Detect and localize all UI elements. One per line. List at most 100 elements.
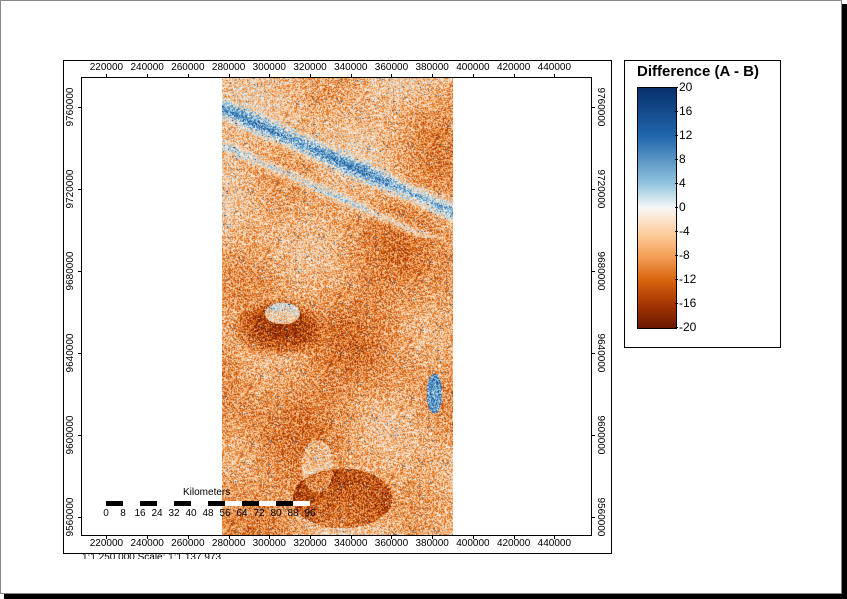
x-tick-label-top: 360000 <box>374 62 409 73</box>
difference-raster[interactable] <box>222 78 453 535</box>
x-tick-mark <box>147 535 149 539</box>
y-tick-label-right: 9560000 <box>595 497 606 537</box>
legend-tick <box>675 231 678 232</box>
x-tick-mark <box>391 535 393 539</box>
y-tick-label-right: 9640000 <box>595 333 606 373</box>
legend-tick <box>675 135 678 136</box>
x-tick-label-top: 260000 <box>171 62 205 73</box>
x-tick-label-top: 400000 <box>456 62 490 73</box>
x-tick-mark <box>472 535 474 539</box>
x-tick-mark <box>554 74 556 78</box>
legend-tick <box>675 279 678 280</box>
y-tick-mark <box>591 106 595 108</box>
x-tick-label-bottom: 420000 <box>496 538 531 549</box>
scale-bar-label: 56 <box>219 508 231 519</box>
scale-bar-label: 72 <box>253 508 265 519</box>
x-tick-mark <box>513 74 515 78</box>
y-tick-mark <box>78 352 82 354</box>
scale-bar-label: 64 <box>236 508 248 519</box>
x-tick-label-top: 280000 <box>211 62 246 73</box>
x-tick-mark <box>147 74 149 78</box>
legend-tick <box>675 183 678 184</box>
legend-tick <box>675 207 678 208</box>
legend-label: 0 <box>679 200 686 214</box>
map-data-frame[interactable] <box>81 77 592 536</box>
scale-bar-label: 32 <box>168 508 180 519</box>
scale-bar-segment <box>225 501 242 506</box>
legend-label: -16 <box>679 296 697 310</box>
scale-bar-label: 8 <box>120 508 126 519</box>
legend-label: -4 <box>679 224 690 238</box>
scale-bar-segment <box>293 501 310 506</box>
y-tick-label-right: 9600000 <box>595 415 606 455</box>
x-tick-label-bottom: 320000 <box>293 538 327 549</box>
x-tick-mark <box>554 535 556 539</box>
legend-tick <box>675 111 678 112</box>
x-tick-mark <box>269 535 271 539</box>
y-tick-mark <box>78 516 82 518</box>
x-tick-mark <box>269 74 271 78</box>
y-tick-label-right: 9720000 <box>595 169 606 209</box>
scale-bar-segment <box>157 501 174 506</box>
legend-tick <box>675 303 678 304</box>
x-tick-mark <box>350 74 352 78</box>
x-tick-mark <box>228 74 230 78</box>
scale-bar-label: 48 <box>202 508 214 519</box>
legend-label: -20 <box>679 320 697 334</box>
scale-bar-title: Kilometers <box>183 487 231 498</box>
x-tick-mark <box>106 535 108 539</box>
scale-bar-segment <box>123 501 140 506</box>
scale-bar-segment <box>106 501 123 506</box>
page-shadow <box>4 594 847 599</box>
y-tick-label-left: 9760000 <box>65 87 76 127</box>
scale-bar-label: 24 <box>151 508 163 519</box>
x-tick-mark <box>187 535 189 539</box>
x-tick-mark <box>310 535 312 539</box>
y-tick-label-left: 9560000 <box>65 497 76 537</box>
x-tick-mark <box>310 74 312 78</box>
x-tick-label-bottom: 240000 <box>130 538 164 549</box>
x-tick-mark <box>513 535 515 539</box>
x-tick-mark <box>228 535 230 539</box>
legend-color-ramp <box>637 87 677 329</box>
x-tick-label-top: 320000 <box>293 62 327 73</box>
scale-bar-label: 16 <box>134 508 146 519</box>
y-tick-mark <box>78 106 82 108</box>
x-tick-label-bottom: 280000 <box>211 538 246 549</box>
x-tick-label-bottom: 220000 <box>89 538 124 549</box>
page-shadow <box>842 4 847 599</box>
legend-label: 8 <box>679 152 686 166</box>
y-tick-mark <box>78 434 82 436</box>
y-tick-mark <box>591 270 595 272</box>
y-tick-label-right: 9680000 <box>595 251 606 291</box>
y-tick-label-left: 9680000 <box>65 251 76 291</box>
y-tick-label-left: 9640000 <box>65 333 76 373</box>
legend-label: 16 <box>679 104 693 118</box>
x-tick-label-bottom: 400000 <box>456 538 490 549</box>
scale-bar-label: 0 <box>103 508 109 519</box>
x-tick-mark <box>106 74 108 78</box>
x-tick-label-bottom: 360000 <box>374 538 409 549</box>
x-tick-mark <box>432 535 434 539</box>
scale-text: 1:1,250,000 Scale: 1:1,137,973 <box>82 553 222 559</box>
scale-bar-label: 40 <box>185 508 197 519</box>
x-tick-label-bottom: 300000 <box>252 538 286 549</box>
y-tick-mark <box>591 188 595 190</box>
x-tick-mark <box>350 535 352 539</box>
legend-label: 4 <box>679 176 686 190</box>
scale-bar-segment <box>174 501 191 506</box>
x-tick-label-top: 440000 <box>537 62 572 73</box>
scale-bar-segment <box>276 501 293 506</box>
scale-bar-label: 80 <box>270 508 282 519</box>
x-tick-label-bottom: 340000 <box>334 538 368 549</box>
y-tick-mark <box>591 434 595 436</box>
x-tick-mark <box>472 74 474 78</box>
legend-tick <box>675 87 678 88</box>
y-tick-mark <box>78 188 82 190</box>
scale-bar-segment <box>140 501 157 506</box>
x-tick-label-top: 380000 <box>415 62 449 73</box>
scale-bar: Kilometers 0 8 16 24 32 40 48 56 64 72 80 88 96 <box>100 487 320 527</box>
x-tick-mark <box>391 74 393 78</box>
scale-bar-segment <box>242 501 259 506</box>
x-tick-label-top: 300000 <box>252 62 286 73</box>
